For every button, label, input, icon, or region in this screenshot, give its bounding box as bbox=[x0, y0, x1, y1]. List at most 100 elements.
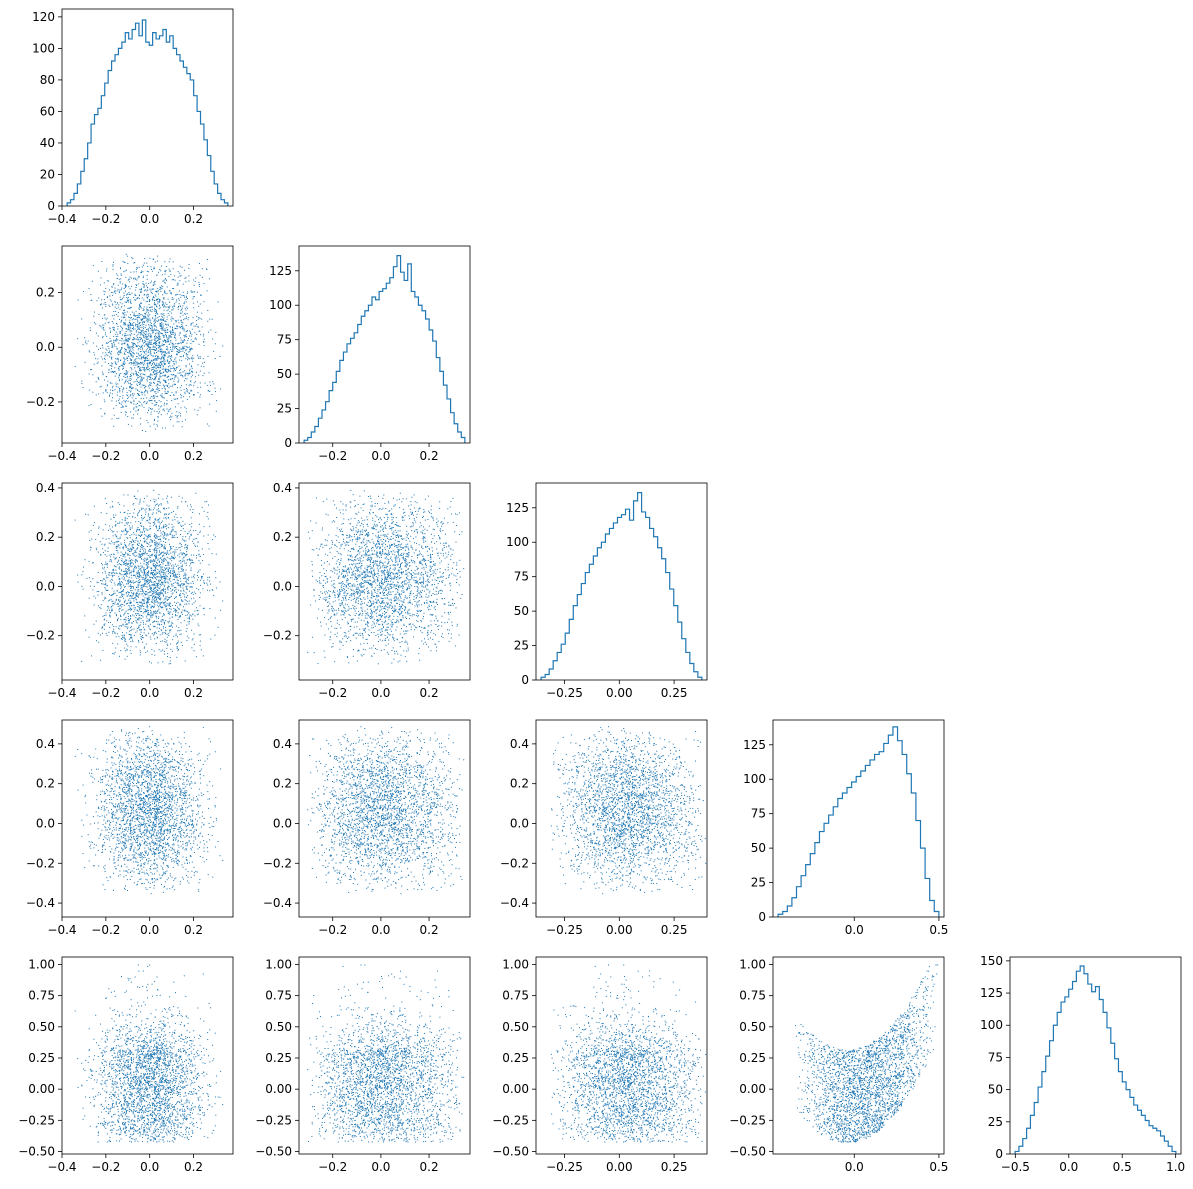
scatter-point bbox=[193, 530, 194, 532]
scatter-point bbox=[118, 399, 120, 401]
scatter-point bbox=[133, 344, 134, 346]
scatter-point bbox=[104, 413, 106, 415]
scatter-point bbox=[154, 325, 156, 326]
scatter-point bbox=[97, 358, 99, 360]
scatter-point bbox=[143, 392, 145, 394]
scatter-point bbox=[168, 613, 170, 615]
scatter-point bbox=[152, 346, 154, 348]
scatter-point bbox=[113, 341, 115, 343]
scatter-point bbox=[103, 314, 105, 316]
scatter-point bbox=[156, 411, 158, 413]
scatter-point bbox=[160, 373, 162, 374]
scatter-point bbox=[159, 557, 161, 559]
scatter-point bbox=[159, 304, 160, 306]
scatter-point bbox=[157, 365, 159, 367]
scatter-point bbox=[163, 306, 164, 308]
scatter-point bbox=[111, 609, 113, 611]
scatter-point bbox=[160, 319, 161, 321]
scatter-point bbox=[100, 408, 102, 410]
scatter-point bbox=[146, 344, 148, 346]
scatter-point bbox=[188, 576, 190, 578]
scatter-point bbox=[116, 562, 118, 563]
scatter-point bbox=[163, 524, 165, 526]
scatter-point bbox=[206, 501, 208, 502]
scatter-point bbox=[149, 363, 151, 365]
scatter-point bbox=[129, 334, 131, 336]
scatter-point bbox=[146, 586, 148, 588]
scatter-point bbox=[140, 318, 142, 320]
scatter-point bbox=[152, 288, 153, 290]
scatter-point bbox=[186, 547, 188, 549]
scatter-point bbox=[156, 593, 158, 595]
scatter-point bbox=[189, 372, 191, 374]
scatter-point bbox=[185, 313, 187, 315]
histogram-line bbox=[66, 19, 229, 206]
scatter-point bbox=[137, 317, 139, 319]
scatter-point bbox=[187, 347, 189, 349]
scatter-point bbox=[183, 303, 185, 305]
scatter-point bbox=[109, 572, 111, 574]
scatter-point bbox=[161, 285, 163, 287]
scatter-point bbox=[131, 333, 133, 335]
scatter-point bbox=[193, 307, 195, 309]
scatter-point bbox=[120, 352, 122, 354]
scatter-point bbox=[123, 634, 125, 636]
scatter-point bbox=[160, 364, 162, 366]
scatter-point bbox=[157, 355, 159, 357]
scatter-point bbox=[178, 630, 180, 632]
scatter-point bbox=[157, 260, 158, 262]
scatter-point bbox=[125, 564, 127, 566]
scatter-point bbox=[148, 318, 150, 320]
scatter-point bbox=[154, 588, 156, 590]
scatter-point bbox=[199, 645, 201, 647]
scatter-point bbox=[145, 430, 147, 432]
scatter-point bbox=[113, 407, 115, 409]
scatter-point bbox=[118, 578, 120, 580]
scatter-point bbox=[152, 299, 153, 301]
scatter-point bbox=[146, 306, 148, 308]
scatter-point bbox=[149, 351, 151, 353]
scatter-point bbox=[166, 497, 168, 499]
scatter-point bbox=[150, 610, 152, 612]
scatter-point bbox=[118, 342, 120, 344]
scatter-point bbox=[151, 396, 153, 397]
scatter-point bbox=[158, 319, 160, 321]
scatter-point bbox=[142, 620, 144, 622]
scatter-point bbox=[95, 381, 97, 383]
scatter-point bbox=[176, 579, 178, 581]
scatter-point bbox=[199, 370, 201, 372]
scatter-point bbox=[81, 585, 83, 587]
scatter-point bbox=[197, 533, 199, 535]
scatter-point bbox=[136, 297, 138, 299]
scatter-point bbox=[133, 502, 135, 504]
scatter-point bbox=[156, 305, 157, 307]
scatter-point bbox=[96, 581, 98, 583]
scatter-point bbox=[186, 610, 188, 612]
scatter-point bbox=[143, 567, 145, 569]
scatter-point bbox=[145, 340, 147, 342]
scatter-point bbox=[153, 575, 154, 577]
scatter-point bbox=[185, 299, 187, 301]
scatter-point bbox=[124, 638, 126, 640]
scatter-point bbox=[182, 376, 184, 378]
scatter-point bbox=[86, 343, 88, 345]
scatter-point bbox=[107, 354, 109, 356]
scatter-point bbox=[149, 353, 151, 355]
scatter-point bbox=[155, 591, 157, 593]
scatter-point bbox=[141, 430, 143, 431]
scatter-point bbox=[185, 309, 187, 311]
scatter-point bbox=[167, 323, 169, 325]
scatter-point bbox=[129, 386, 131, 388]
scatter-point bbox=[118, 567, 120, 569]
scatter-point bbox=[156, 287, 158, 289]
scatter-point bbox=[162, 340, 164, 342]
scatter-point bbox=[105, 352, 107, 354]
scatter-point bbox=[154, 596, 156, 598]
scatter-point bbox=[199, 382, 201, 384]
scatter-point bbox=[193, 394, 194, 395]
scatter-point bbox=[117, 315, 119, 317]
scatter-point bbox=[187, 533, 189, 535]
scatter-point bbox=[159, 362, 161, 363]
scatter-point bbox=[156, 396, 158, 398]
scatter-point bbox=[213, 350, 215, 352]
